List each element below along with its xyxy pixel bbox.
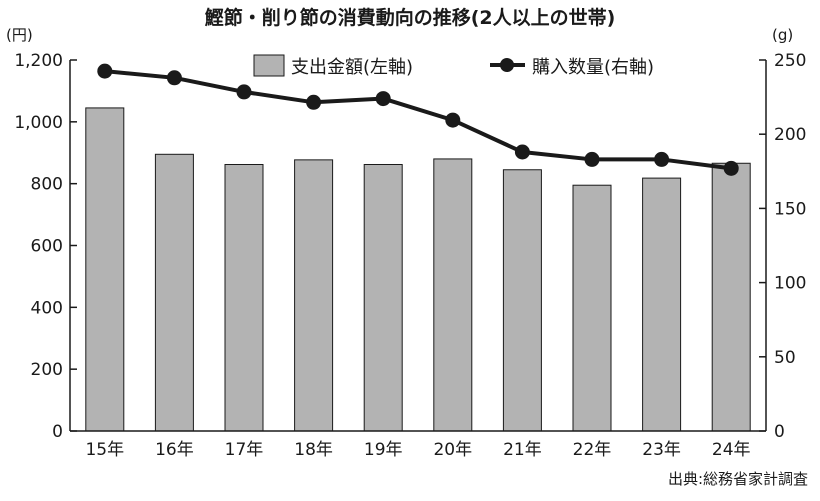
bar <box>711 162 751 432</box>
right-tick-label: 150 <box>774 199 806 219</box>
legend-bar-swatch <box>253 54 285 77</box>
bar <box>294 159 334 432</box>
left-axis-unit: (円) <box>6 26 33 44</box>
x-tick-label: 15年 <box>85 440 124 460</box>
legend-line-marker <box>500 58 514 72</box>
bar <box>433 158 473 432</box>
right-tick-label: 200 <box>774 125 806 145</box>
right-tick-label: 50 <box>774 348 796 368</box>
bar <box>363 163 403 432</box>
quantity-point <box>306 94 322 110</box>
x-tick-label: 20年 <box>433 440 472 460</box>
left-tick-label: 600 <box>31 237 63 257</box>
left-tick-label: 400 <box>31 298 63 318</box>
quantity-point <box>654 151 670 167</box>
left-tick-label: 1,200 <box>14 51 63 71</box>
left-tick-label: 1,000 <box>14 113 63 133</box>
quantity-point <box>236 84 252 100</box>
legend-line-label: 購入数量(右軸) <box>532 57 654 78</box>
quantity-point <box>375 91 391 107</box>
source-note: 出典:総務省家計調査 <box>668 470 808 488</box>
bar <box>502 169 542 432</box>
quantity-point <box>166 70 182 86</box>
quantity-point <box>723 160 739 176</box>
x-tick-label: 21年 <box>503 440 542 460</box>
quantity-point <box>584 151 600 167</box>
left-tick-label: 200 <box>31 360 63 380</box>
x-tick-label: 22年 <box>573 440 612 460</box>
x-tick-label: 16年 <box>155 440 194 460</box>
x-tick-label: 24年 <box>712 440 751 460</box>
x-tick-label: 18年 <box>294 440 333 460</box>
bar <box>154 153 194 432</box>
left-tick-label: 0 <box>52 422 63 442</box>
x-tick-label: 17年 <box>225 440 264 460</box>
bar <box>224 163 264 432</box>
x-tick-label: 19年 <box>364 440 403 460</box>
bar <box>572 184 612 432</box>
quantity-point <box>97 63 113 79</box>
right-axis-unit: (g) <box>772 26 793 44</box>
right-tick-label: 0 <box>774 422 785 442</box>
legend: 支出金額(左軸) 購入数量(右軸) <box>253 54 654 78</box>
left-tick-label: 800 <box>31 175 63 195</box>
quantity-point <box>514 144 530 160</box>
chart-title: 鰹節・削り節の消費動向の推移(2人以上の世帯) <box>205 6 616 29</box>
right-tick-label: 100 <box>774 274 806 294</box>
right-tick-label: 250 <box>774 51 806 71</box>
bar <box>642 177 682 432</box>
x-tick-label: 23年 <box>642 440 681 460</box>
quantity-point <box>445 112 461 128</box>
quantity-line <box>104 69 732 171</box>
legend-bar-label: 支出金額(左軸) <box>291 57 413 78</box>
bar <box>85 107 125 432</box>
